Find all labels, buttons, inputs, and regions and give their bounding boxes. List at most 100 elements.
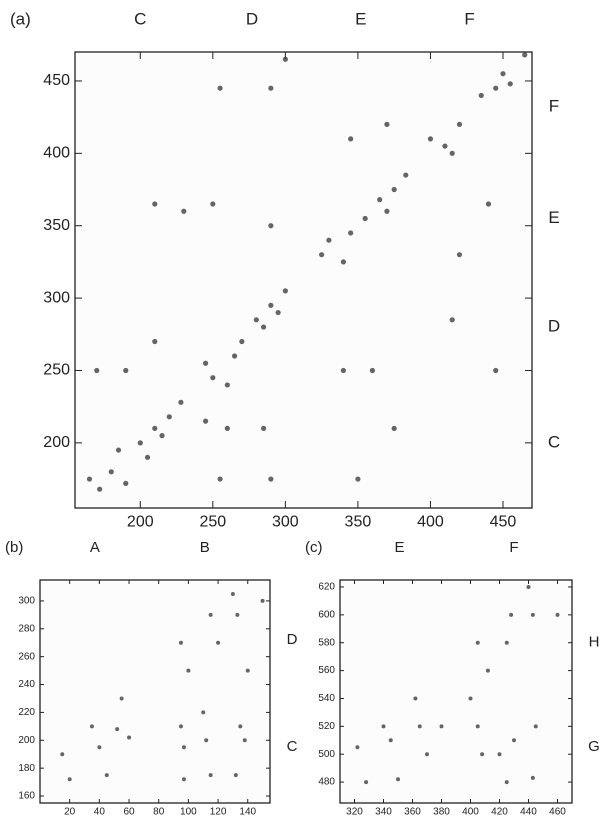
contact-point bbox=[526, 584, 531, 589]
contact-point bbox=[159, 433, 165, 439]
contact-point bbox=[178, 399, 184, 405]
domain-label-top: D bbox=[246, 9, 258, 28]
contact-point bbox=[127, 735, 132, 740]
x-tick-label: 120 bbox=[210, 807, 227, 818]
y-tick-label: 260 bbox=[18, 651, 35, 662]
contact-point bbox=[108, 469, 114, 475]
contact-point bbox=[178, 724, 183, 729]
contact-point bbox=[475, 640, 480, 645]
contact-point bbox=[217, 85, 223, 91]
contact-point bbox=[268, 302, 274, 308]
contact-point bbox=[512, 738, 516, 743]
contact-point bbox=[493, 367, 499, 374]
contact-point bbox=[413, 696, 418, 701]
contact-point bbox=[384, 121, 390, 127]
contact-point bbox=[275, 309, 281, 316]
domain-label-right: F bbox=[549, 96, 559, 115]
contact-point bbox=[396, 777, 400, 782]
domain-label-right: G bbox=[588, 738, 600, 755]
x-tick-label: 440 bbox=[520, 807, 537, 818]
contact-point bbox=[533, 724, 538, 729]
contact-point bbox=[449, 317, 455, 323]
x-tick-label: 340 bbox=[375, 807, 392, 818]
x-tick-label: 20 bbox=[64, 807, 76, 818]
plot-frame bbox=[339, 579, 573, 804]
contact-point bbox=[166, 414, 172, 420]
contact-point bbox=[204, 738, 209, 743]
contact-point bbox=[104, 773, 109, 778]
y-tick-label: 400 bbox=[43, 145, 70, 162]
y-tick-label: 500 bbox=[318, 749, 335, 760]
contact-point bbox=[391, 425, 397, 431]
contact-point bbox=[456, 121, 463, 127]
contact-point bbox=[97, 745, 102, 750]
y-tick-label: 200 bbox=[43, 434, 70, 451]
contact-point bbox=[507, 81, 513, 87]
contact-point bbox=[97, 486, 103, 492]
contact-point bbox=[326, 237, 332, 243]
y-tick-label: 580 bbox=[318, 637, 335, 648]
contact-point bbox=[504, 640, 509, 645]
contact-point bbox=[319, 252, 325, 258]
contact-point bbox=[403, 172, 409, 178]
y-tick-label: 600 bbox=[318, 609, 335, 620]
x-tick-label: 350 bbox=[345, 514, 372, 531]
contact-point bbox=[115, 447, 122, 453]
contact-point bbox=[115, 727, 120, 732]
contact-point bbox=[119, 696, 124, 701]
domain-label-top: A bbox=[90, 539, 100, 556]
contact-point bbox=[261, 425, 267, 431]
x-tick-label: 360 bbox=[404, 807, 421, 818]
contact-point bbox=[478, 92, 484, 99]
domain-label-right: D bbox=[287, 631, 298, 648]
contact-point bbox=[261, 324, 267, 330]
contact-point bbox=[60, 752, 65, 757]
contact-point bbox=[152, 425, 158, 431]
y-tick-label: 240 bbox=[18, 679, 35, 690]
contact-point bbox=[555, 612, 560, 617]
panel-label: (c) bbox=[305, 539, 323, 556]
contact-point bbox=[369, 367, 376, 374]
contact-point bbox=[268, 85, 274, 91]
contact-point bbox=[208, 612, 213, 617]
y-tick-label: 560 bbox=[318, 665, 335, 676]
contact-point bbox=[439, 724, 444, 729]
y-tick-label: 540 bbox=[318, 693, 335, 704]
contact-point bbox=[268, 223, 274, 229]
contact-point bbox=[340, 259, 346, 265]
contact-point bbox=[181, 777, 186, 782]
plot-frame bbox=[39, 579, 271, 804]
contact-point bbox=[238, 724, 243, 729]
contact-point bbox=[230, 591, 235, 596]
contact-point bbox=[89, 724, 94, 729]
contact-point bbox=[233, 773, 238, 778]
y-tick-label: 520 bbox=[318, 721, 335, 732]
x-tick-label: 200 bbox=[127, 514, 154, 531]
domain-label-right: C bbox=[287, 738, 298, 755]
x-tick-label: 100 bbox=[180, 807, 197, 818]
contact-point bbox=[186, 668, 191, 673]
domain-label-top: E bbox=[394, 539, 404, 556]
x-tick-label: 250 bbox=[199, 514, 226, 531]
contact-point bbox=[239, 338, 245, 345]
contact-point bbox=[231, 353, 238, 359]
contact-point bbox=[530, 775, 535, 780]
contact-point bbox=[253, 317, 259, 323]
contact-point bbox=[500, 71, 506, 77]
contact-point bbox=[181, 745, 186, 750]
contact-point bbox=[202, 360, 209, 366]
x-tick-label: 400 bbox=[417, 514, 444, 531]
contact-point bbox=[384, 208, 390, 214]
x-tick-label: 380 bbox=[433, 807, 450, 818]
contact-point bbox=[144, 454, 151, 460]
contact-point bbox=[391, 186, 397, 193]
contact-point bbox=[245, 668, 250, 673]
contact-point bbox=[509, 612, 514, 617]
contact-point bbox=[475, 724, 480, 729]
contact-point bbox=[480, 752, 485, 757]
contact-point bbox=[282, 288, 288, 294]
y-tick-label: 300 bbox=[18, 596, 35, 607]
x-tick-label: 40 bbox=[94, 807, 106, 818]
